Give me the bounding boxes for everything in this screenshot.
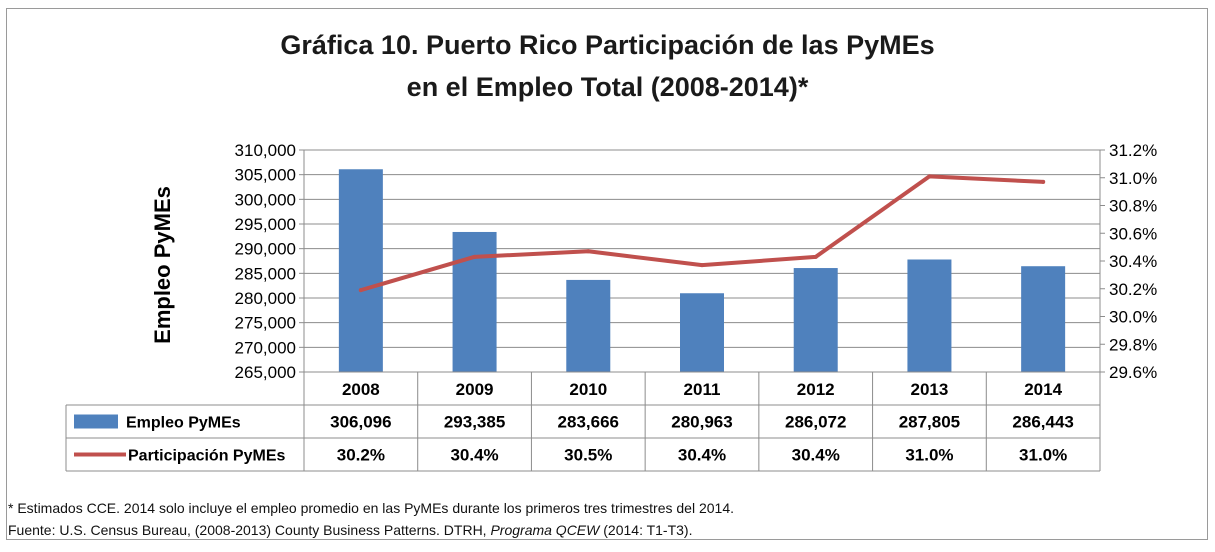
- data-label: 30.4%: [678, 446, 726, 465]
- line-point: [700, 263, 704, 268]
- right-tick-label: 30.4%: [1109, 252, 1157, 271]
- category-label: 2013: [911, 380, 949, 399]
- legend-key-bar: [74, 414, 118, 429]
- bar: [793, 268, 838, 372]
- category-label: 2011: [684, 380, 721, 399]
- left-tick-label: 275,000: [235, 314, 296, 333]
- bar: [566, 279, 611, 372]
- line-point: [927, 174, 932, 179]
- left-tick-label: 295,000: [235, 215, 296, 234]
- data-label: 30.4%: [450, 446, 498, 465]
- left-tick-label: 280,000: [235, 289, 296, 308]
- data-label: 31.0%: [1019, 446, 1067, 465]
- line-point: [813, 254, 818, 259]
- bar: [338, 169, 383, 372]
- right-tick-label: 30.6%: [1109, 224, 1157, 243]
- bar: [1021, 266, 1066, 372]
- category-label: 2012: [797, 380, 835, 399]
- category-label: 2009: [456, 380, 494, 399]
- chart-title-line2: en el Empleo Total (2008-2014)*: [406, 72, 809, 102]
- left-tick-label: 270,000: [235, 338, 296, 357]
- line-point: [586, 249, 591, 254]
- data-label: 280,963: [671, 413, 732, 432]
- source-prefix: Fuente: U.S. Census Bureau, (2008-2013) …: [8, 522, 491, 538]
- right-tick-label: 31.0%: [1109, 169, 1157, 188]
- category-label: 2010: [569, 380, 607, 399]
- left-tick-label: 305,000: [235, 166, 296, 185]
- data-label: 31.0%: [905, 446, 953, 465]
- source-note: Fuente: U.S. Census Bureau, (2008-2013) …: [8, 522, 693, 538]
- line-point: [1041, 179, 1046, 184]
- data-label: 286,443: [1012, 413, 1073, 432]
- right-tick-label: 30.0%: [1109, 308, 1157, 327]
- right-tick-label: 31.2%: [1109, 141, 1157, 160]
- right-tick-label: 30.8%: [1109, 197, 1157, 216]
- category-label: 2014: [1024, 380, 1062, 399]
- data-label: 30.2%: [337, 446, 385, 465]
- data-label: 287,805: [899, 413, 960, 432]
- data-label: 293,385: [444, 413, 505, 432]
- category-label: 2008: [342, 380, 380, 399]
- data-label: 30.5%: [564, 446, 612, 465]
- legend-label: Participación PyMEs: [128, 448, 285, 465]
- left-tick-label: 265,000: [235, 363, 296, 382]
- left-tick-label: 290,000: [235, 240, 296, 259]
- chart-frame: [6, 8, 1208, 540]
- left-tick-label: 310,000: [235, 141, 296, 160]
- right-tick-label: 30.2%: [1109, 280, 1157, 299]
- data-label: 286,072: [785, 413, 846, 432]
- right-tick-label: 29.6%: [1109, 363, 1157, 382]
- data-label: 30.4%: [792, 446, 840, 465]
- data-label: 283,666: [558, 413, 619, 432]
- footnote: * Estimados CCE. 2014 solo incluye el em…: [8, 500, 734, 516]
- source-suffix: (2014: T1-T3).: [599, 522, 693, 538]
- data-label: 306,096: [330, 413, 391, 432]
- bar: [907, 259, 952, 372]
- right-tick-label: 29.8%: [1109, 335, 1157, 354]
- line-point: [358, 288, 363, 293]
- legend-label: Empleo PyMEs: [126, 415, 241, 432]
- bar: [452, 231, 497, 372]
- bar: [680, 293, 724, 372]
- source-italic: Programa QCEW: [490, 522, 600, 538]
- left-tick-label: 300,000: [235, 190, 296, 209]
- chart-title-line1: Gráfica 10. Puerto Rico Participación de…: [280, 30, 935, 60]
- line-point: [472, 254, 477, 259]
- left-tick-label: 285,000: [235, 264, 296, 283]
